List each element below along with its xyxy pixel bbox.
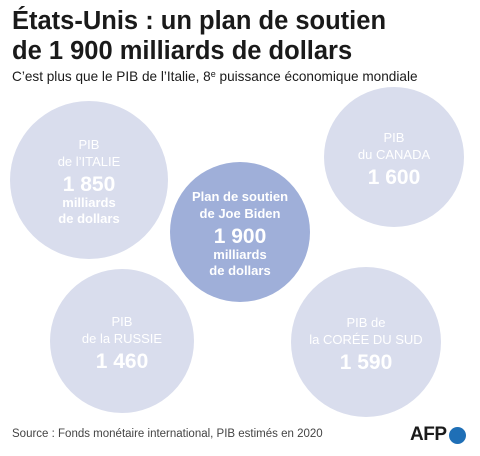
bubble-value-canada: 1 600	[368, 166, 421, 189]
bubble-value-coree: 1 590	[340, 351, 393, 374]
bubble-value-italie: 1 850	[63, 173, 116, 196]
bubble-circle-biden	[170, 162, 310, 302]
afp-logo: AFP	[410, 423, 466, 447]
afp-dot-icon	[448, 426, 466, 444]
bubble-label-biden-0: Plan de soutien	[192, 189, 288, 204]
bubble-coree: PIB de la CORÉE DU SUD 1 590	[291, 267, 441, 417]
bubble-value-biden: 1 900	[214, 225, 267, 248]
subtitle-superscript: e	[210, 69, 216, 79]
afp-logo-text: AFP	[410, 424, 447, 445]
bubble-circle-russie	[50, 269, 194, 413]
bubble-label-italie-1: de l’ITALIE	[58, 154, 121, 169]
chart-title: États-Unis : un plan de soutien de 1 900…	[12, 6, 468, 66]
bubble-label-coree-1: la CORÉE DU SUD	[309, 332, 422, 347]
chart-title-line2: de 1 900 milliards de dollars	[12, 37, 353, 65]
bubble-label-canada-0: PIB	[384, 130, 405, 145]
bubble-unit-biden-0: milliards	[213, 247, 266, 262]
source-note: Source : Fonds monétaire international, …	[12, 428, 323, 440]
bubble-label-russie-0: PIB	[112, 314, 133, 329]
bubble-label-coree-0: PIB de	[346, 315, 385, 330]
subtitle-main: C’est plus que le PIB de l’Italie, 8	[12, 69, 211, 84]
bubble-unit-biden-1: de dollars	[209, 263, 270, 278]
bubble-label-italie-0: PIB	[79, 137, 100, 152]
bubble-canada: PIB du CANADA 1 600	[324, 87, 464, 227]
subtitle-rest: puissance économique mondiale	[215, 69, 418, 84]
chart-title-line1: États-Unis : un plan de soutien	[12, 7, 387, 35]
bubble-label-canada-1: du CANADA	[358, 147, 431, 162]
bubble-circle-italie	[10, 101, 168, 259]
bubble-unit-italie-1: de dollars	[58, 211, 119, 226]
bubble-biden: Plan de soutien de Joe Biden 1 900milliard…	[170, 162, 310, 302]
bubble-label-biden-1: de Joe Biden	[200, 206, 281, 221]
bubble-circle-canada	[324, 87, 464, 227]
bubble-circle-coree	[291, 267, 441, 417]
bubble-unit-italie-0: milliards	[62, 195, 115, 210]
bubble-russie: PIB de la RUSSIE 1 460	[50, 269, 194, 413]
chart-subtitle: C’est plus que le PIB de l’Italie, 8e pu…	[12, 68, 472, 86]
bubble-label-russie-1: de la RUSSIE	[82, 331, 163, 346]
bubble-value-russie: 1 460	[96, 350, 149, 373]
